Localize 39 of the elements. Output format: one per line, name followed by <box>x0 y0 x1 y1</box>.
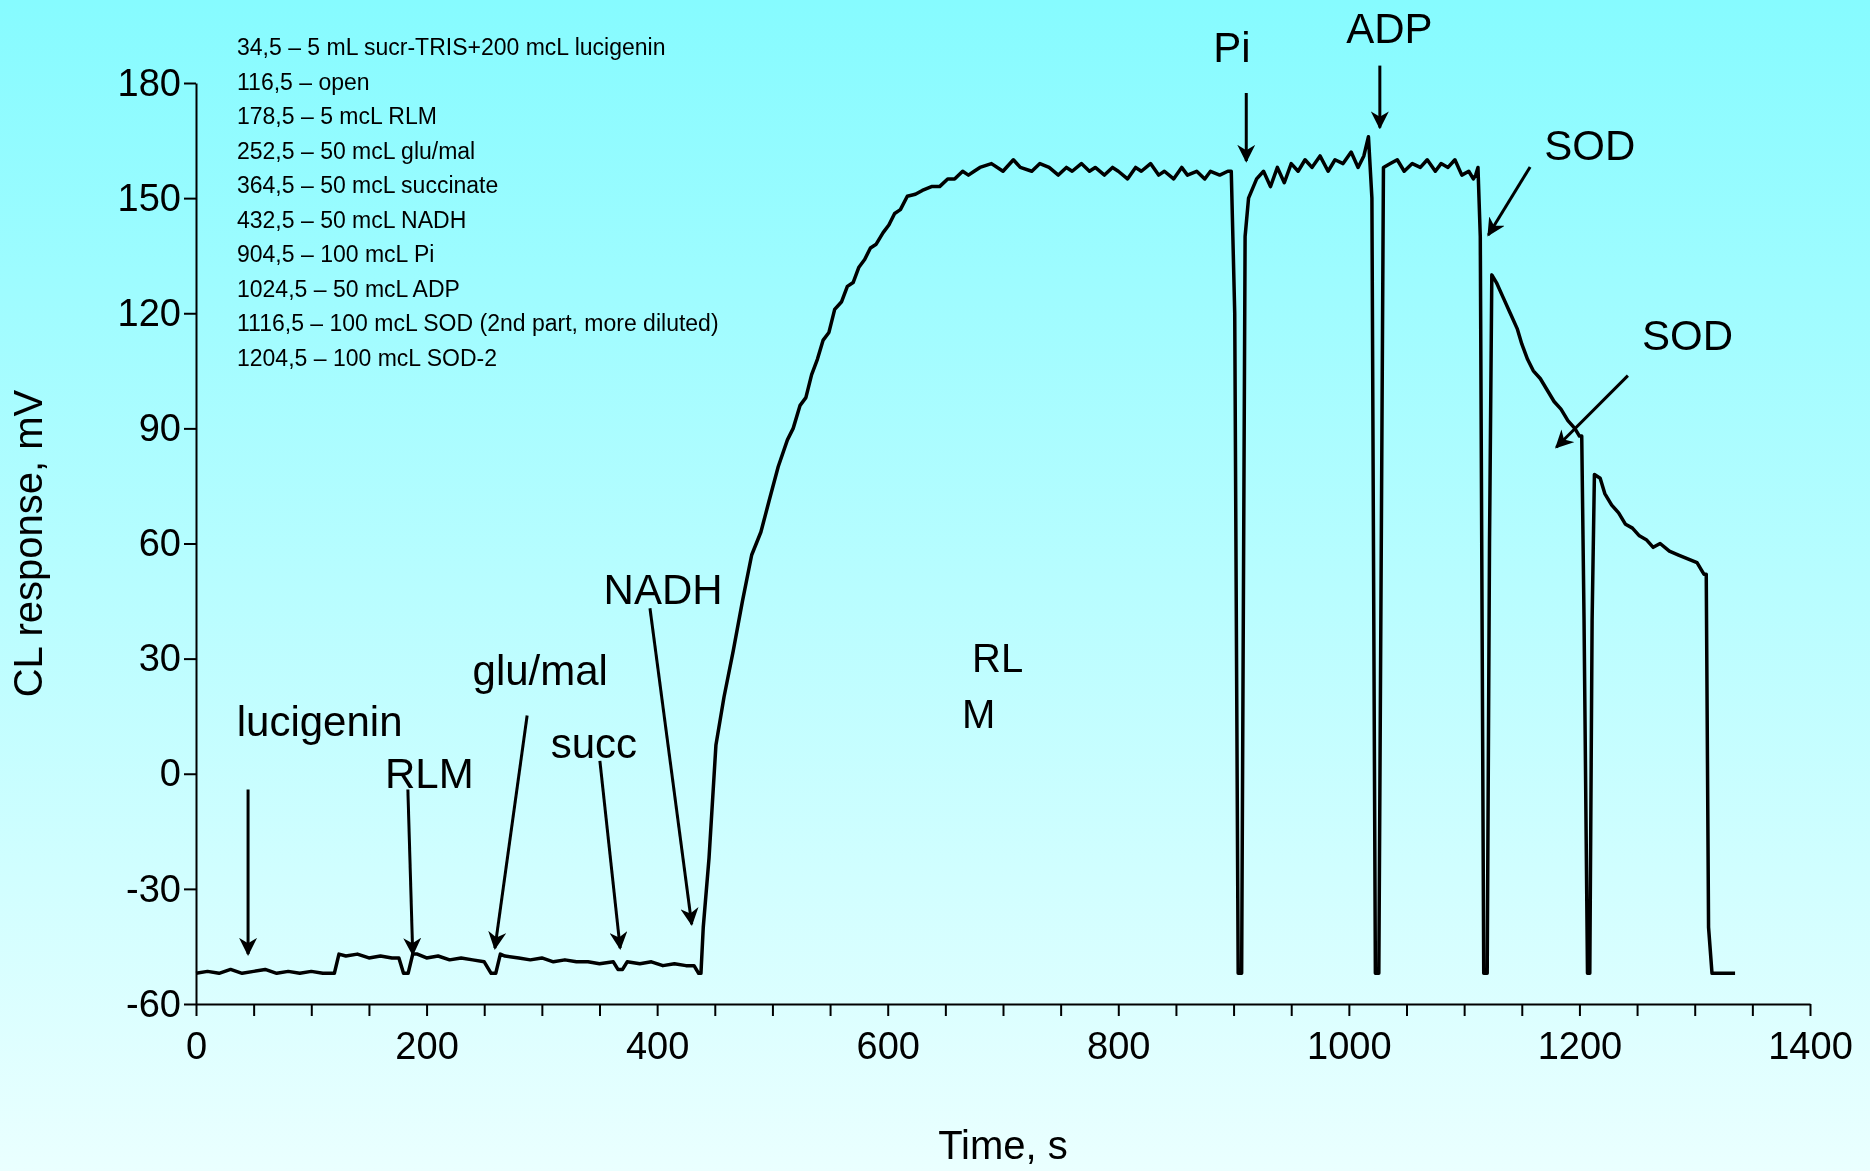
y-axis-title: CL response, mV <box>6 389 50 698</box>
x-tick-label: 800 <box>1087 1024 1151 1067</box>
text: ADP <box>1346 5 1433 53</box>
annotation: 252,5 – 50 mcL glu/mal <box>237 137 476 164</box>
annotation: 1204,5 – 100 mcL SOD-2 <box>237 344 497 371</box>
annotation: SOD <box>1642 311 1734 359</box>
x-tick-label: 400 <box>625 1024 690 1067</box>
y-tick-label: 0 <box>159 752 181 795</box>
y-tick-label: 60 <box>138 522 181 565</box>
annotation: lucigenin <box>236 698 403 746</box>
y-tick-label: 90 <box>138 407 181 450</box>
y-tick-label: 120 <box>117 291 181 334</box>
x-tick-label: 1400 <box>1768 1024 1853 1067</box>
x-axis-title: Time, s <box>938 1123 1068 1167</box>
annotation: RL M <box>962 636 1024 736</box>
x-tick-label: 600 <box>856 1024 920 1067</box>
x-tick-label: 1000 <box>1307 1024 1392 1067</box>
annotation: 116,5 – open <box>237 68 370 95</box>
y-tick-label: 30 <box>138 637 181 680</box>
y-tick-label: 150 <box>117 176 181 219</box>
y-tick-label: -30 <box>126 867 181 910</box>
annotation: 1116,5 – 100 mcL SOD (2nd part, more diluted) <box>237 310 719 336</box>
annotation: 904,5 – 100 mcL Pi <box>237 241 435 267</box>
y-tick-label: 180 <box>117 61 181 104</box>
annotation: 1024,5 – 50 mcL ADP <box>237 275 460 302</box>
annotation: 432,5 – 50 mcL NADH <box>237 206 467 233</box>
annotation: RLM <box>384 749 474 797</box>
y-tick-label: -60 <box>126 982 181 1025</box>
annotation: NADH <box>603 565 723 613</box>
x-tick-label: 200 <box>395 1024 459 1067</box>
x-tick-label: 1200 <box>1537 1024 1623 1067</box>
annotation: 364,5 – 50 mcL succinate <box>237 172 499 198</box>
annotation: 178,5 – 5 mcL RLM <box>237 103 437 129</box>
annotation: succ <box>550 719 638 767</box>
annotation: SOD <box>1544 122 1636 170</box>
annotation: glu/mal <box>472 646 608 694</box>
text: Pi <box>1213 24 1251 72</box>
text: 34,5 – 5 mL sucr-TRIS+200 mcL lucigenin <box>237 34 666 60</box>
x-tick-label: 0 <box>185 1024 208 1067</box>
